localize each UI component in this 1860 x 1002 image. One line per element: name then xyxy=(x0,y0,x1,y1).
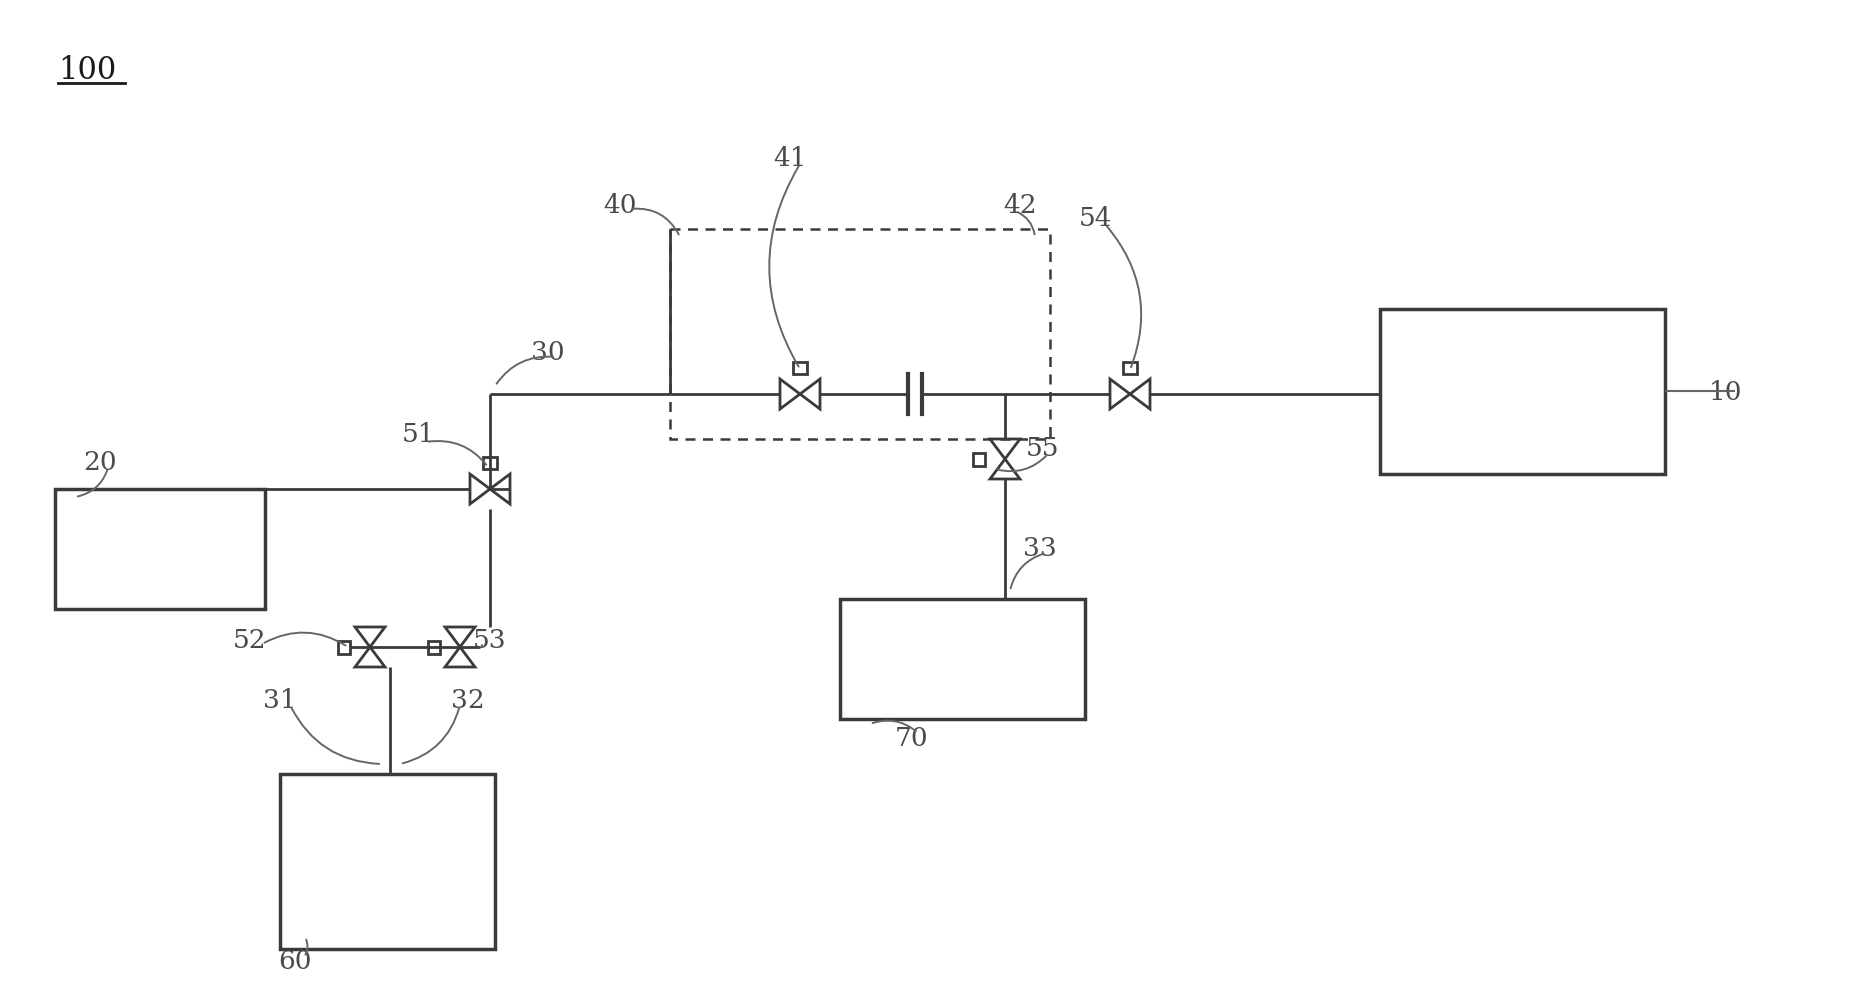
Bar xyxy=(281,775,495,949)
Text: 100: 100 xyxy=(58,55,117,86)
Text: 51: 51 xyxy=(402,422,435,447)
Text: 53: 53 xyxy=(472,627,506,652)
Text: 70: 70 xyxy=(895,724,928,749)
Text: 55: 55 xyxy=(1025,435,1058,460)
Text: 30: 30 xyxy=(532,339,565,364)
Text: 32: 32 xyxy=(452,686,485,711)
Text: 41: 41 xyxy=(774,145,807,170)
Bar xyxy=(1123,363,1136,375)
Bar xyxy=(339,641,350,654)
Bar xyxy=(841,599,1084,719)
Bar xyxy=(670,229,1051,440)
Text: 52: 52 xyxy=(232,627,266,652)
Bar xyxy=(428,641,441,654)
Text: 20: 20 xyxy=(84,449,117,474)
Text: 31: 31 xyxy=(262,686,298,711)
Text: 42: 42 xyxy=(1003,192,1036,217)
Text: 33: 33 xyxy=(1023,535,1056,560)
Text: 60: 60 xyxy=(279,949,312,974)
Text: 10: 10 xyxy=(1707,379,1741,404)
Bar xyxy=(484,458,497,470)
Bar xyxy=(973,453,986,466)
Text: 40: 40 xyxy=(603,192,636,217)
Bar xyxy=(792,363,807,375)
Bar xyxy=(1380,310,1665,475)
Text: 54: 54 xyxy=(1079,205,1112,230)
Bar xyxy=(56,490,264,609)
